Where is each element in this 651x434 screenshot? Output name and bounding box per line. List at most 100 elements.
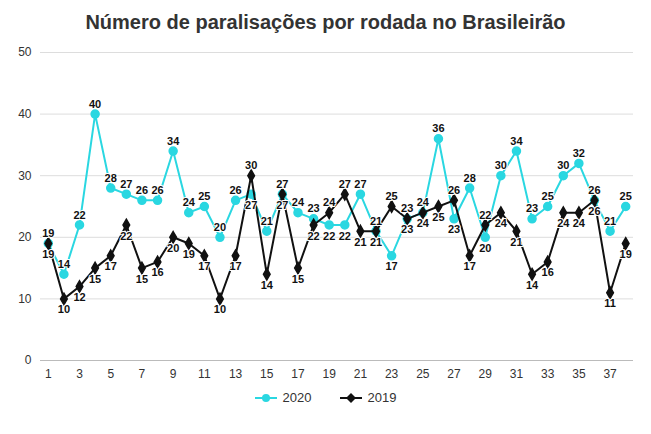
svg-text:25: 25	[198, 190, 210, 202]
svg-text:15: 15	[260, 367, 274, 381]
svg-text:34: 34	[510, 135, 523, 147]
svg-text:28: 28	[464, 172, 476, 184]
svg-text:22: 22	[307, 230, 319, 242]
svg-text:26: 26	[151, 184, 163, 196]
svg-text:40: 40	[18, 107, 32, 121]
svg-text:34: 34	[167, 135, 180, 147]
svg-text:0: 0	[25, 353, 32, 367]
svg-text:40: 40	[89, 98, 101, 110]
svg-text:25: 25	[542, 190, 554, 202]
svg-text:24: 24	[417, 217, 430, 229]
svg-text:21: 21	[354, 236, 366, 248]
svg-text:22: 22	[479, 209, 491, 221]
svg-text:1: 1	[45, 367, 52, 381]
svg-text:26: 26	[588, 205, 600, 217]
svg-text:50: 50	[18, 45, 32, 59]
svg-text:22: 22	[73, 209, 85, 221]
svg-text:23: 23	[401, 223, 413, 235]
svg-text:5: 5	[107, 367, 114, 381]
svg-text:21: 21	[370, 236, 382, 248]
svg-text:24: 24	[557, 217, 570, 229]
svg-text:16: 16	[151, 266, 163, 278]
svg-text:25: 25	[385, 190, 397, 202]
svg-text:36: 36	[432, 122, 444, 134]
svg-text:27: 27	[120, 178, 132, 190]
svg-text:24: 24	[417, 196, 430, 208]
svg-text:17: 17	[291, 367, 305, 381]
svg-text:20: 20	[214, 221, 226, 233]
svg-text:30: 30	[495, 159, 507, 171]
svg-text:21: 21	[604, 215, 616, 227]
svg-text:19: 19	[620, 248, 632, 260]
svg-text:17: 17	[385, 260, 397, 272]
svg-text:23: 23	[448, 223, 460, 235]
svg-text:7: 7	[139, 367, 146, 381]
svg-text:13: 13	[229, 367, 243, 381]
svg-text:22: 22	[120, 230, 132, 242]
svg-text:15: 15	[89, 273, 101, 285]
svg-text:22: 22	[339, 230, 351, 242]
svg-text:31: 31	[510, 367, 524, 381]
svg-text:24: 24	[183, 196, 196, 208]
svg-text:24: 24	[323, 196, 336, 208]
svg-text:20: 20	[479, 242, 491, 254]
svg-text:26: 26	[448, 184, 460, 196]
svg-text:23: 23	[526, 202, 538, 214]
svg-text:32: 32	[573, 147, 585, 159]
svg-text:27: 27	[339, 178, 351, 190]
svg-text:37: 37	[603, 367, 617, 381]
svg-text:26: 26	[588, 184, 600, 196]
svg-text:14: 14	[526, 279, 539, 291]
svg-text:28: 28	[105, 172, 117, 184]
svg-text:14: 14	[261, 279, 274, 291]
svg-text:15: 15	[292, 273, 304, 285]
svg-text:22: 22	[323, 230, 335, 242]
svg-text:19: 19	[42, 248, 54, 260]
svg-text:33: 33	[541, 367, 555, 381]
svg-text:11: 11	[604, 297, 616, 309]
svg-text:10: 10	[214, 303, 226, 315]
svg-text:21: 21	[370, 215, 382, 227]
svg-text:30: 30	[18, 169, 32, 183]
svg-text:27: 27	[447, 367, 461, 381]
svg-text:12: 12	[73, 291, 85, 303]
svg-text:10: 10	[18, 292, 32, 306]
svg-text:25: 25	[432, 211, 444, 223]
svg-text:19: 19	[183, 248, 195, 260]
svg-text:3: 3	[76, 367, 83, 381]
svg-text:17: 17	[198, 260, 210, 272]
svg-text:17: 17	[464, 260, 476, 272]
svg-text:23: 23	[307, 202, 319, 214]
svg-text:23: 23	[401, 202, 413, 214]
svg-text:17: 17	[229, 260, 241, 272]
svg-text:24: 24	[495, 217, 508, 229]
svg-text:20: 20	[18, 230, 32, 244]
svg-text:19: 19	[323, 367, 337, 381]
svg-text:35: 35	[572, 367, 586, 381]
svg-text:23: 23	[385, 367, 399, 381]
svg-text:25: 25	[620, 190, 632, 202]
svg-text:10: 10	[58, 303, 70, 315]
svg-text:21: 21	[261, 215, 273, 227]
svg-text:15: 15	[136, 273, 148, 285]
svg-text:27: 27	[245, 199, 257, 211]
svg-text:11: 11	[198, 367, 211, 381]
svg-text:26: 26	[136, 184, 148, 196]
svg-text:30: 30	[557, 159, 569, 171]
svg-text:27: 27	[276, 178, 288, 190]
svg-text:14: 14	[58, 258, 71, 270]
svg-text:29: 29	[479, 367, 493, 381]
svg-text:9: 9	[170, 367, 177, 381]
svg-text:19: 19	[42, 227, 54, 239]
svg-text:25: 25	[416, 367, 430, 381]
svg-text:26: 26	[229, 184, 241, 196]
svg-text:27: 27	[276, 199, 288, 211]
svg-text:27: 27	[354, 178, 366, 190]
svg-text:21: 21	[354, 367, 368, 381]
svg-text:16: 16	[542, 266, 554, 278]
svg-text:17: 17	[105, 260, 117, 272]
svg-text:30: 30	[245, 159, 257, 171]
svg-text:24: 24	[292, 196, 305, 208]
svg-text:24: 24	[573, 217, 586, 229]
svg-text:20: 20	[167, 242, 179, 254]
